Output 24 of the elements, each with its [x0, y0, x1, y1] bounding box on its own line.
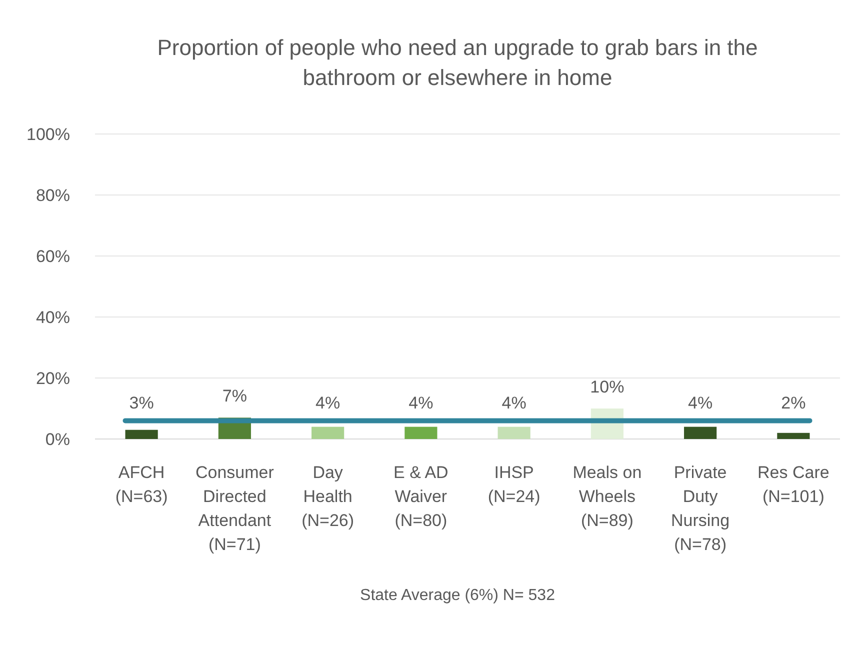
data-label: 4%	[408, 394, 434, 413]
text: State Average (6%) N= 532	[360, 587, 556, 604]
x-tick-label: Day Health (N=26)	[302, 463, 354, 530]
y-tick-label: 60%	[36, 246, 70, 266]
y-tick-label: 80%	[36, 186, 70, 205]
x-tick-label: AFCH (N=63)	[115, 463, 168, 506]
data-label: 10%	[590, 378, 624, 396]
data-label: 7%	[222, 386, 247, 406]
data-label: 2%	[781, 394, 806, 413]
x-tick-label: Meals on Wheels (N=89)	[572, 463, 642, 530]
y-tick-label: 100%	[26, 124, 70, 144]
x-tick-label: Consumer Directed Attendant (N=71)	[195, 463, 274, 554]
y-tick-label: 40%	[36, 308, 70, 327]
x-tick-label: IHSP (N=24)	[488, 463, 540, 506]
chart-title: Proportion of people who need an upgrade to grab bars in the bathroom or elsewhere in home	[157, 35, 758, 90]
y-tick-label: 0%	[45, 430, 70, 449]
x-tick-label: Private Duty Nursing (N=78)	[671, 463, 730, 554]
x-tick-label: E & AD Waiver (N=80)	[394, 463, 448, 530]
data-label: 3%	[129, 394, 154, 413]
x-tick-label: Res Care (N=101)	[758, 463, 830, 506]
y-tick-label: 20%	[36, 368, 70, 388]
data-label: 4%	[502, 394, 526, 413]
data-label: 4%	[316, 394, 340, 413]
data-label: 4%	[688, 394, 713, 413]
